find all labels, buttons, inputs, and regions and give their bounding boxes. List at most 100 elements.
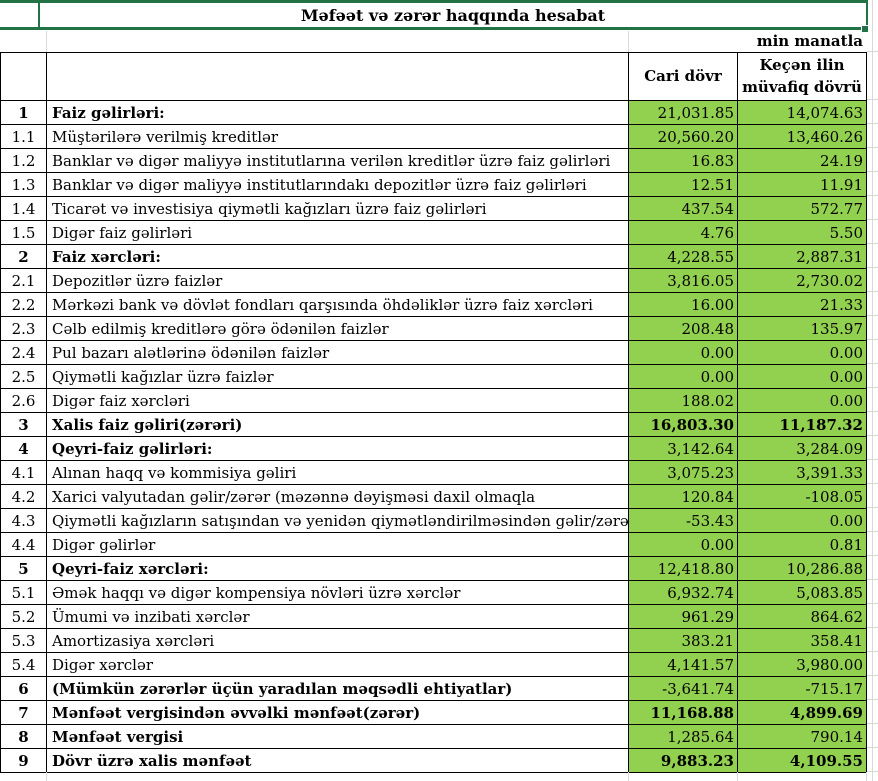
row-number-cell[interactable]: 3: [0, 412, 47, 437]
row-previous-value-cell[interactable]: 864.62: [737, 604, 867, 629]
row-number-cell[interactable]: 2.3: [0, 316, 47, 341]
row-previous-value-cell[interactable]: 3,284.09: [737, 436, 867, 461]
row-number-cell[interactable]: 4.2: [0, 484, 47, 509]
row-label-cell[interactable]: Qeyri-faiz xərcləri:: [46, 556, 629, 581]
row-number-cell[interactable]: 1.2: [0, 148, 47, 173]
row-number-cell[interactable]: 5.2: [0, 604, 47, 629]
row-previous-value-cell[interactable]: 3,391.33: [737, 460, 867, 485]
row-previous-value-cell[interactable]: 24.19: [737, 148, 867, 173]
row-number-cell[interactable]: 1.5: [0, 220, 47, 245]
row-previous-value-cell[interactable]: 0.00: [737, 364, 867, 389]
row-label-cell[interactable]: Qiymətli kağızların satışından və yenidə…: [46, 508, 629, 533]
row-number-cell[interactable]: 1.1: [0, 124, 47, 149]
row-number-cell[interactable]: 5: [0, 556, 47, 581]
row-label-cell[interactable]: Cəlb edilmiş kreditlərə görə ödənilən fa…: [46, 316, 629, 341]
row-previous-value-cell[interactable]: 13,460.26: [737, 124, 867, 149]
row-current-value-cell[interactable]: 0.00: [628, 364, 738, 389]
row-label-cell[interactable]: Xarici valyutadan gəlir/zərər (məzənnə d…: [46, 484, 629, 509]
row-previous-value-cell[interactable]: 2,887.31: [737, 244, 867, 269]
row-previous-value-cell[interactable]: 14,074.63: [737, 100, 867, 125]
row-label-cell[interactable]: Ümumi və inzibati xərclər: [46, 604, 629, 629]
row-previous-value-cell[interactable]: -108.05: [737, 484, 867, 509]
column-header-previous[interactable]: Keçən ilin müvafiq dövrü: [737, 52, 867, 101]
row-number-cell[interactable]: 4.1: [0, 460, 47, 485]
row-label-cell[interactable]: Qeyri-faiz gəlirləri:: [46, 436, 629, 461]
row-current-value-cell[interactable]: -53.43: [628, 508, 738, 533]
row-current-value-cell[interactable]: 6,932.74: [628, 580, 738, 605]
row-previous-value-cell[interactable]: 790.14: [737, 724, 867, 749]
row-number-cell[interactable]: 7: [0, 700, 47, 725]
row-previous-value-cell[interactable]: 11.91: [737, 172, 867, 197]
row-previous-value-cell[interactable]: 0.00: [737, 340, 867, 365]
column-header-current[interactable]: Cari dövr: [628, 52, 738, 101]
row-current-value-cell[interactable]: 21,031.85: [628, 100, 738, 125]
row-previous-value-cell[interactable]: 11,187.32: [737, 412, 867, 437]
row-label-cell[interactable]: Müştərilərə verilmiş kreditlər: [46, 124, 629, 149]
row-label-cell[interactable]: Faiz gəlirləri:: [46, 100, 629, 125]
row-number-cell[interactable]: 2.5: [0, 364, 47, 389]
row-current-value-cell[interactable]: 12.51: [628, 172, 738, 197]
row-current-value-cell[interactable]: 0.00: [628, 340, 738, 365]
row-label-cell[interactable]: (Mümkün zərərlər üçün yaradılan məqsədli…: [46, 676, 629, 701]
row-current-value-cell[interactable]: -3,641.74: [628, 676, 738, 701]
row-number-cell[interactable]: 2.1: [0, 268, 47, 293]
row-number-cell[interactable]: 2.2: [0, 292, 47, 317]
row-number-cell[interactable]: 4.4: [0, 532, 47, 557]
row-label-cell[interactable]: Digər faiz gəlirləri: [46, 220, 629, 245]
row-current-value-cell[interactable]: 3,142.64: [628, 436, 738, 461]
row-current-value-cell[interactable]: 16,803.30: [628, 412, 738, 437]
row-current-value-cell[interactable]: 16.83: [628, 148, 738, 173]
row-current-value-cell[interactable]: 961.29: [628, 604, 738, 629]
row-previous-value-cell[interactable]: 0.81: [737, 532, 867, 557]
row-current-value-cell[interactable]: 383.21: [628, 628, 738, 653]
row-previous-value-cell[interactable]: 4,899.69: [737, 700, 867, 725]
row-number-cell[interactable]: 1: [0, 100, 47, 125]
row-previous-value-cell[interactable]: 10,286.88: [737, 556, 867, 581]
row-current-value-cell[interactable]: 12,418.80: [628, 556, 738, 581]
row-previous-value-cell[interactable]: 5.50: [737, 220, 867, 245]
row-current-value-cell[interactable]: 4,141.57: [628, 652, 738, 677]
row-current-value-cell[interactable]: 1,285.64: [628, 724, 738, 749]
row-current-value-cell[interactable]: 16.00: [628, 292, 738, 317]
row-label-cell[interactable]: Amortizasiya xərcləri: [46, 628, 629, 653]
row-number-cell[interactable]: 1.3: [0, 172, 47, 197]
row-previous-value-cell[interactable]: 21.33: [737, 292, 867, 317]
row-previous-value-cell[interactable]: 572.77: [737, 196, 867, 221]
row-previous-value-cell[interactable]: 0.00: [737, 508, 867, 533]
row-label-cell[interactable]: Pul bazarı alətlərinə ödənilən faizlər: [46, 340, 629, 365]
row-number-cell[interactable]: 2: [0, 244, 47, 269]
row-current-value-cell[interactable]: 20,560.20: [628, 124, 738, 149]
row-label-cell[interactable]: Dövr üzrə xalis mənfəət: [46, 748, 629, 773]
row-previous-value-cell[interactable]: 2,730.02: [737, 268, 867, 293]
row-label-cell[interactable]: Əmək haqqı və digər kompensiya növləri ü…: [46, 580, 629, 605]
row-previous-value-cell[interactable]: 358.41: [737, 628, 867, 653]
row-label-cell[interactable]: Qiymətli kağızlar üzrə faizlər: [46, 364, 629, 389]
row-previous-value-cell[interactable]: 5,083.85: [737, 580, 867, 605]
row-number-cell[interactable]: 1.4: [0, 196, 47, 221]
row-number-cell[interactable]: 2.6: [0, 388, 47, 413]
row-number-cell[interactable]: 6: [0, 676, 47, 701]
row-label-cell[interactable]: Xalis faiz gəliri(zərəri): [46, 412, 629, 437]
row-label-cell[interactable]: Digər xərclər: [46, 652, 629, 677]
row-label-cell[interactable]: Ticarət və investisiya qiymətli kağızlar…: [46, 196, 629, 221]
row-current-value-cell[interactable]: 188.02: [628, 388, 738, 413]
row-current-value-cell[interactable]: 3,816.05: [628, 268, 738, 293]
row-number-cell[interactable]: 4.3: [0, 508, 47, 533]
row-label-cell[interactable]: Digər faiz xərcləri: [46, 388, 629, 413]
row-previous-value-cell[interactable]: 3,980.00: [737, 652, 867, 677]
row-previous-value-cell[interactable]: 0.00: [737, 388, 867, 413]
row-current-value-cell[interactable]: 120.84: [628, 484, 738, 509]
row-label-cell[interactable]: Mənfəət vergisi: [46, 724, 629, 749]
row-current-value-cell[interactable]: 4.76: [628, 220, 738, 245]
row-label-cell[interactable]: Mərkəzi bank və dövlət fondları qarşısın…: [46, 292, 629, 317]
row-number-cell[interactable]: 8: [0, 724, 47, 749]
row-label-cell[interactable]: Depozitlər üzrə faizlər: [46, 268, 629, 293]
row-number-cell[interactable]: 2.4: [0, 340, 47, 365]
row-current-value-cell[interactable]: 3,075.23: [628, 460, 738, 485]
row-label-cell[interactable]: Digər gəlirlər: [46, 532, 629, 557]
unit-note[interactable]: min manatla: [756, 32, 863, 50]
row-current-value-cell[interactable]: 4,228.55: [628, 244, 738, 269]
row-number-cell[interactable]: 9: [0, 748, 47, 773]
row-previous-value-cell[interactable]: 135.97: [737, 316, 867, 341]
report-title-cell[interactable]: Məfəət və zərər haqqında hesabat: [38, 0, 868, 30]
